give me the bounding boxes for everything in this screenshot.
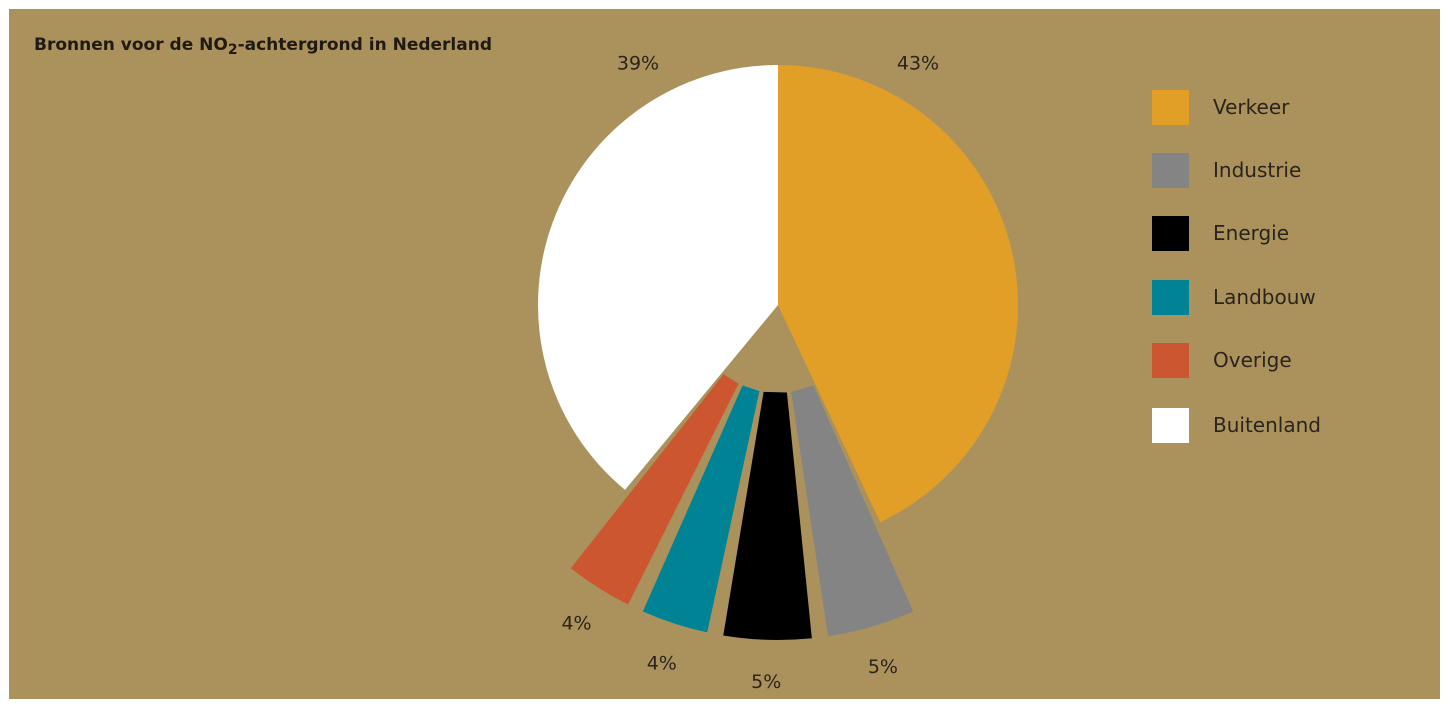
chart-title-subscript: 2 [227,42,238,58]
legend-label-buitenland: Buitenland [1213,413,1321,437]
legend-swatch-industrie [1152,153,1189,188]
pie-slice-buitenland [538,65,778,490]
pie-label-overige: 4% [561,612,591,634]
legend-swatch-buitenland [1152,408,1189,443]
legend-label-landbouw: Landbouw [1213,285,1316,309]
chart-title-suffix: -achtergrond in Nederland [237,35,493,55]
legend-item-verkeer: Verkeer [1152,90,1392,125]
pie-slice-industrie [791,385,914,637]
pie-slice-overige [570,374,739,605]
chart-title: Bronnen voor de NO2-achtergrond in Neder… [34,35,493,58]
legend-label-verkeer: Verkeer [1213,95,1290,119]
pie-label-landbouw: 4% [647,653,677,675]
legend-label-energie: Energie [1213,221,1290,245]
legend-swatch-energie [1152,216,1189,251]
legend-item-energie: Energie [1152,216,1392,251]
chart-title-prefix: Bronnen voor de NO [34,35,228,55]
legend-swatch-verkeer [1152,90,1189,125]
pie-label-industrie: 5% [868,656,898,678]
legend-item-landbouw: Landbouw [1152,280,1392,315]
legend-label-overige: Overige [1213,348,1292,372]
legend-swatch-landbouw [1152,280,1189,315]
legend-swatch-overige [1152,343,1189,378]
chart-panel: Bronnen voor de NO2-achtergrond in Neder… [9,9,1440,699]
legend-item-industrie: Industrie [1152,153,1392,188]
pie-chart: 43% 5% 5% 4% 4% 39% [538,53,1019,693]
pie-slice-energie [723,391,812,640]
pie-slice-verkeer [778,65,1019,523]
pie-label-buitenland: 39% [617,53,659,75]
pie-label-energie: 5% [751,671,781,693]
legend-label-industrie: Industrie [1213,158,1302,182]
legend-item-buitenland: Buitenland [1152,408,1392,443]
legend-item-overige: Overige [1152,343,1392,378]
pie-label-verkeer: 43% [897,53,939,75]
pie-slice-landbouw [642,385,760,633]
